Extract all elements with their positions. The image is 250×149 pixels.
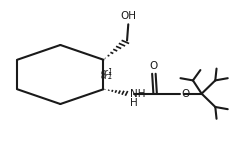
Text: NH: NH [130,89,145,99]
Text: O: O [182,89,190,99]
Text: or1: or1 [101,72,114,81]
Text: O: O [150,61,158,71]
Text: OH: OH [120,11,136,21]
Text: or1: or1 [101,68,114,77]
Text: H: H [130,98,137,108]
